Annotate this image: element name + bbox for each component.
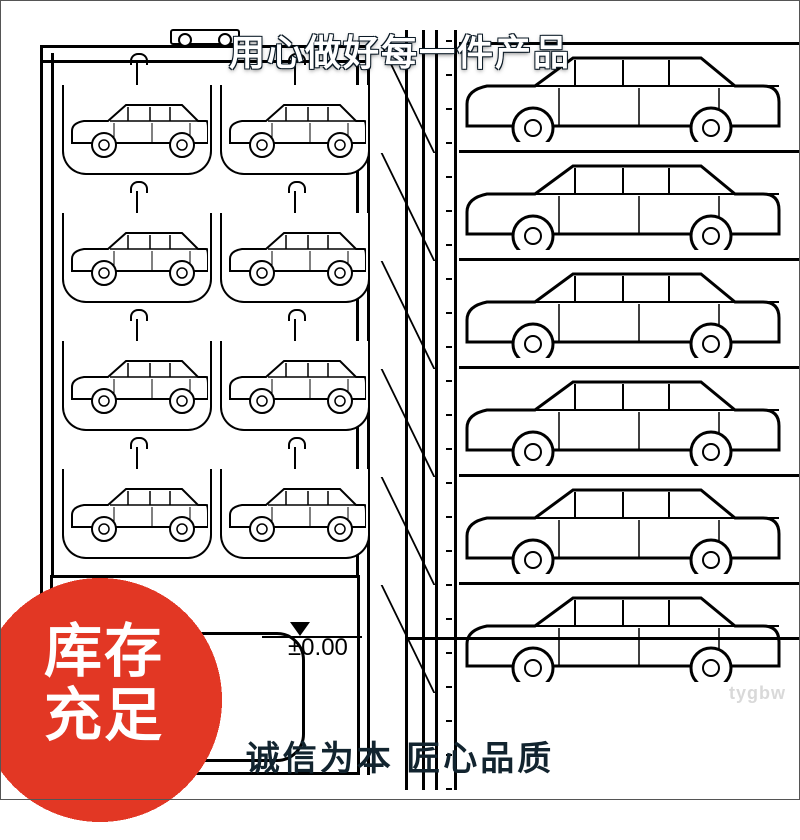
hanger-icon <box>294 191 296 213</box>
watermark: tygbw <box>729 683 786 704</box>
car-icon <box>463 590 783 682</box>
multilevel-rack <box>405 30 800 790</box>
rotary-pallet <box>62 341 212 431</box>
rotary-pallet <box>220 469 370 559</box>
hanger-icon <box>136 447 138 469</box>
rotary-pallet <box>62 85 212 175</box>
rack-level <box>459 258 800 366</box>
rack-floor <box>405 637 800 640</box>
badge-text: 库存 充足 <box>44 620 214 748</box>
rack-level <box>459 474 800 582</box>
hanger-icon <box>294 319 296 341</box>
datum-label: ±0.00 <box>288 634 348 662</box>
bottom-caption: 诚信为本 匠心品质 <box>0 731 800 780</box>
car-icon <box>228 227 366 287</box>
car-icon <box>228 483 366 543</box>
car-icon <box>463 158 783 250</box>
car-icon <box>463 482 783 574</box>
car-icon <box>463 266 783 358</box>
top-slogan: 用心做好每一件产品 <box>0 24 800 76</box>
rack-level <box>459 366 800 474</box>
car-icon <box>70 483 208 543</box>
rotary-pallet <box>220 213 370 303</box>
rotary-pallet <box>62 213 212 303</box>
car-icon <box>463 374 783 466</box>
rotary-pallet <box>220 341 370 431</box>
car-icon <box>70 99 208 159</box>
hanger-icon <box>136 319 138 341</box>
hanger-icon <box>136 191 138 213</box>
rotary-pallet <box>220 85 370 175</box>
rack-level <box>459 582 800 690</box>
car-icon <box>228 99 366 159</box>
badge-line1: 库存 <box>44 620 214 684</box>
car-icon <box>70 355 208 415</box>
car-icon <box>70 227 208 287</box>
rack-level <box>459 150 800 258</box>
hanger-icon <box>294 447 296 469</box>
rotary-pallet <box>62 469 212 559</box>
car-icon <box>228 355 366 415</box>
